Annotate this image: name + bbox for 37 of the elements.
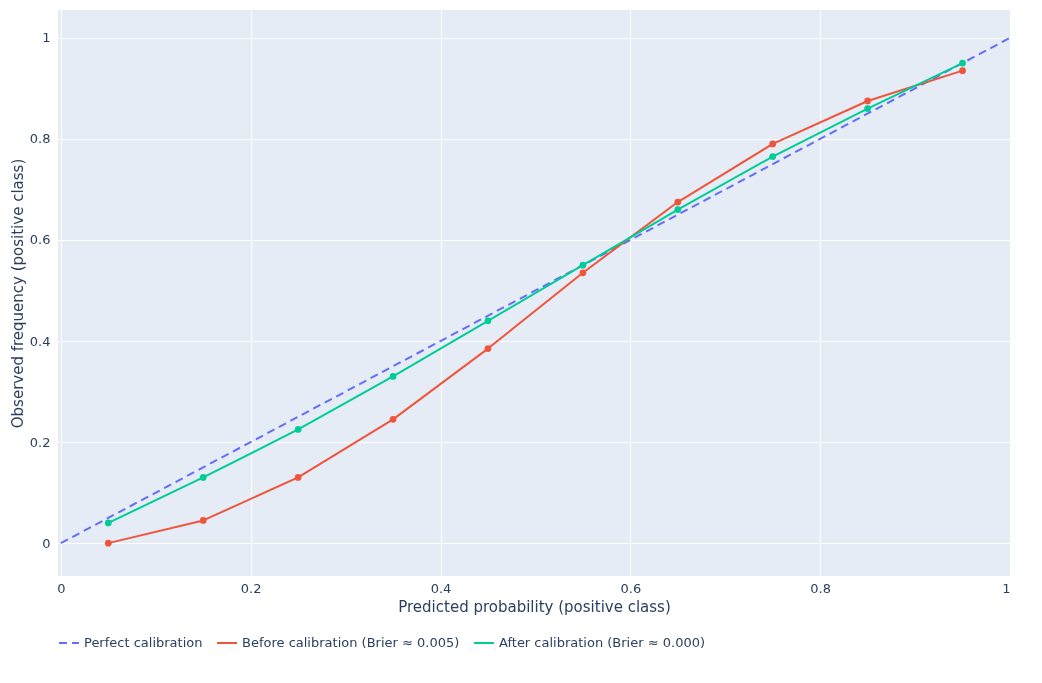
y-tick-label: 1 [42,30,51,46]
y-tick-label: 0.4 [29,333,51,349]
point [104,539,112,547]
x-tick-label: 0.6 [620,580,642,596]
point [389,415,397,423]
point [199,517,207,524]
point [864,97,871,105]
x-axis-title: Predicted probability (positive class) [398,597,671,616]
y-tick-label: 0.8 [29,131,51,147]
point [674,206,682,213]
point [199,474,207,481]
point [769,153,777,160]
point [104,519,112,527]
point [294,426,302,433]
point [769,140,777,148]
legend-label: After calibration (Brier ≈ 0.000) [499,635,706,650]
x-tick-label: 0.8 [810,580,832,596]
point [864,105,871,112]
point [959,59,966,67]
legend-label: Before calibration (Brier ≈ 0.005) [242,635,460,650]
point [389,373,397,380]
point [294,474,302,481]
point [579,261,587,269]
x-tick-label: 0.2 [240,580,262,596]
point [484,317,492,325]
y-axis-title: Observed frequency (positive class) [8,158,27,429]
x-tick-label: 0.4 [430,580,452,596]
point [484,345,492,352]
legend-label: Perfect calibration [84,635,203,650]
y-tick-label: 0 [42,535,51,551]
x-tick-label: 0 [57,580,66,596]
point [579,269,587,277]
point [959,67,966,74]
y-tick-label: 0.6 [29,232,51,248]
point [674,198,682,206]
x-tick-label: 1 [1002,580,1011,596]
y-tick-label: 0.2 [29,434,51,450]
